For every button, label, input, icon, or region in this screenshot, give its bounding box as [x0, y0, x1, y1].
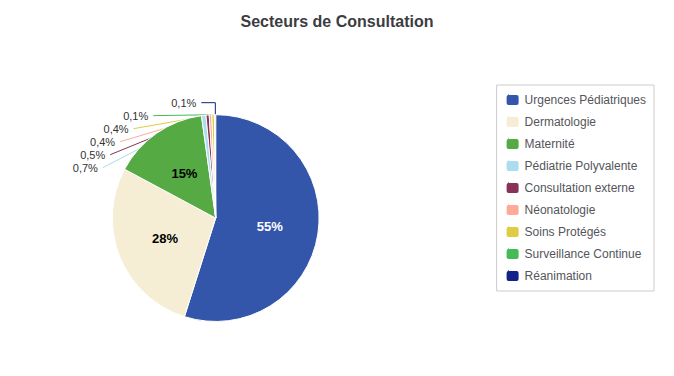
svg-text:15%: 15%	[171, 166, 197, 181]
svg-text:Pédiatrie Polyvalente: Pédiatrie Polyvalente	[525, 159, 638, 173]
svg-text:Soins Protégés: Soins Protégés	[525, 225, 606, 239]
svg-text:0,5%: 0,5%	[80, 149, 105, 161]
svg-text:0,4%: 0,4%	[104, 123, 129, 135]
svg-text:Maternité: Maternité	[525, 137, 575, 151]
svg-text:Dermatologie: Dermatologie	[525, 115, 597, 129]
svg-text:Urgences Pédiatriques: Urgences Pédiatriques	[525, 93, 646, 107]
svg-text:Surveillance Continue: Surveillance Continue	[525, 247, 642, 261]
svg-text:Réanimation: Réanimation	[525, 269, 592, 283]
svg-text:Néonatologie: Néonatologie	[525, 203, 596, 217]
svg-text:Secteurs de Consultation: Secteurs de Consultation	[241, 13, 434, 30]
svg-text:0,4%: 0,4%	[90, 136, 115, 148]
svg-text:55%: 55%	[257, 219, 283, 234]
svg-text:0,7%: 0,7%	[73, 162, 98, 174]
svg-text:0,1%: 0,1%	[123, 110, 148, 122]
svg-text:0,1%: 0,1%	[171, 97, 196, 109]
svg-text:Consultation externe: Consultation externe	[525, 181, 635, 195]
svg-text:28%: 28%	[152, 231, 178, 246]
